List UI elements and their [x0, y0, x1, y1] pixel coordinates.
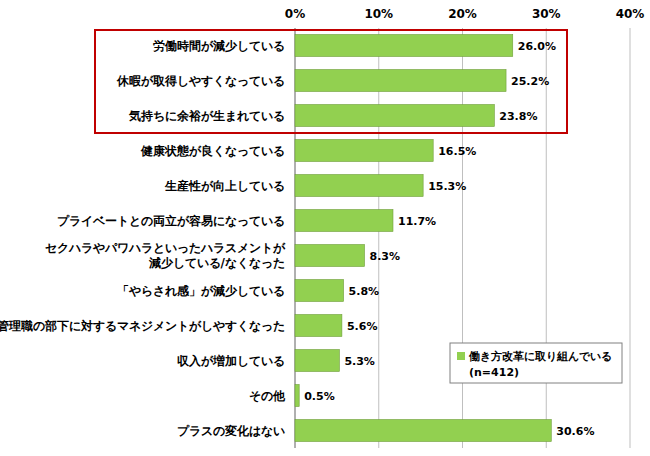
legend-label: 働き方改革に取り組んでいる (n=412) — [468, 350, 612, 379]
bar — [295, 350, 339, 372]
category-label: プラスの変化はない — [177, 424, 285, 438]
data-label: 26.0% — [518, 40, 556, 53]
legend-box — [450, 343, 622, 383]
data-label: 5.8% — [349, 285, 380, 298]
data-label: 15.3% — [428, 180, 466, 193]
bar — [295, 70, 506, 92]
category-label: 気持ちに余裕が生まれている — [128, 109, 285, 123]
tick-label: 20% — [448, 7, 477, 21]
grid-line — [546, 28, 547, 448]
category-label: 健康状態が良くなっている — [140, 144, 285, 158]
data-label: 16.5% — [438, 145, 476, 158]
category-line: 収入が増加している — [177, 354, 285, 368]
category-line: プラスの変化はない — [177, 424, 285, 438]
grid-line — [630, 28, 631, 448]
tick-label: 40% — [616, 7, 645, 21]
chart: 0% 10% 20% 30% 40% 労働時間が減少している休暇が取得しやすくなっている気… — [0, 0, 650, 456]
category-label: 「やらされ感」が減少している — [117, 284, 285, 298]
tick-label: 0% — [285, 7, 305, 21]
bar — [295, 385, 299, 407]
category-line: セクハラやパワハラといったハラスメントが — [45, 241, 286, 255]
bar — [295, 175, 423, 197]
tick-label: 30% — [532, 7, 561, 21]
category-label: 労働時間が減少している — [153, 39, 285, 53]
bar — [295, 280, 344, 302]
data-label: 8.3% — [370, 250, 401, 263]
data-label: 11.7% — [398, 215, 436, 228]
category-label: その他 — [249, 389, 286, 403]
category-label: プライベートとの両立が容易になっている — [57, 214, 285, 228]
category-label: セクハラやパワハラといったハラスメントが減少している/なくなった — [45, 241, 286, 270]
legend-swatch — [457, 352, 465, 360]
bar — [295, 245, 365, 267]
category-label: 管理職の部下に対するマネジメントがしやすくなった — [0, 319, 285, 333]
bar — [295, 420, 551, 442]
category-line: その他 — [249, 389, 286, 403]
bar — [295, 315, 342, 337]
tick-label: 10% — [364, 7, 393, 21]
data-label: 25.2% — [511, 75, 549, 88]
category-line: 「やらされ感」が減少している — [117, 284, 285, 298]
legend: 働き方改革に取り組んでいる (n=412) — [450, 343, 622, 383]
category-label: 生産性が向上している — [164, 179, 285, 193]
data-label: 5.3% — [344, 355, 375, 368]
category-line: 生産性が向上している — [164, 179, 285, 193]
category-line: 管理職の部下に対するマネジメントがしやすくなった — [0, 319, 285, 333]
highlight-box — [95, 30, 567, 133]
category-label: 休暇が取得しやすくなっている — [116, 74, 285, 88]
data-label: 23.8% — [499, 110, 537, 123]
category-line: 労働時間が減少している — [153, 39, 285, 53]
category-line: 休暇が取得しやすくなっている — [116, 74, 285, 88]
data-label: 5.6% — [347, 320, 378, 333]
bar — [295, 105, 494, 127]
category-line: 健康状態が良くなっている — [140, 144, 285, 158]
legend-line: (n=412) — [469, 366, 519, 379]
category-label: 収入が増加している — [177, 354, 285, 368]
data-label: 30.6% — [556, 425, 594, 438]
category-line: 気持ちに余裕が生まれている — [128, 109, 285, 123]
category-line: プライベートとの両立が容易になっている — [57, 214, 285, 228]
data-label: 0.5% — [304, 390, 335, 403]
legend-line: 働き方改革に取り組んでいる — [468, 350, 612, 363]
bar — [295, 35, 513, 57]
category-line: 減少している/なくなった — [148, 256, 285, 270]
bar — [295, 140, 433, 162]
bar — [295, 210, 393, 232]
